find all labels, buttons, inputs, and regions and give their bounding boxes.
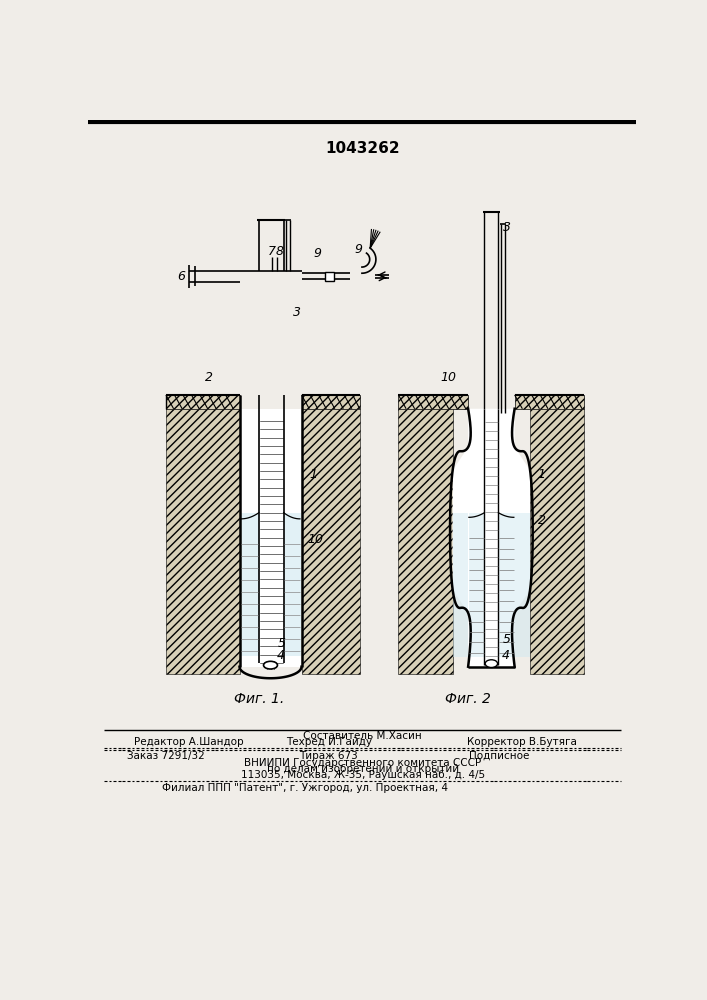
Bar [240,513,259,656]
Text: Составитель М.Хасин: Составитель М.Хасин [303,731,422,741]
Bar [166,409,240,674]
Ellipse shape [485,660,498,667]
Text: 8: 8 [276,245,284,258]
Text: 1043262: 1043262 [325,141,400,156]
Text: 6: 6 [177,270,185,283]
Text: Заказ 7291/32: Заказ 7291/32 [127,751,205,761]
Text: 2: 2 [204,371,213,384]
Text: 5: 5 [278,637,286,650]
Bar [301,409,360,674]
Text: 5: 5 [503,633,511,646]
Text: 9: 9 [354,243,362,256]
Bar [499,513,515,657]
Ellipse shape [264,661,277,669]
Bar [515,513,530,657]
Bar [240,409,300,667]
Text: 1: 1 [309,468,317,481]
Text: 10: 10 [440,371,457,384]
Text: 1: 1 [538,468,546,481]
Text: 2: 2 [538,514,546,527]
Bar [301,395,360,409]
Text: Редактор А.Шандор: Редактор А.Шандор [134,737,244,747]
Bar [398,395,468,409]
Text: Тираж 673: Тираж 673 [299,751,358,761]
Bar [453,513,468,657]
Text: 4: 4 [276,649,285,662]
Text: 3: 3 [503,221,511,234]
Bar [166,395,240,409]
Text: 4: 4 [501,649,509,662]
Text: Фиг. 2: Фиг. 2 [445,692,491,706]
Text: Фиг. 1.: Фиг. 1. [234,692,284,706]
Text: 9: 9 [313,247,321,260]
Text: 3: 3 [293,306,301,319]
Text: 113035, Москва, Ж-35, Раушская наб., д. 4/5: 113035, Москва, Ж-35, Раушская наб., д. … [240,770,485,780]
Text: Подписное: Подписное [469,751,530,761]
Text: Филиал ППП "Патент", г. Ужгород, ул. Проектная, 4: Филиал ППП "Патент", г. Ужгород, ул. Про… [163,783,448,793]
Text: Техред И.Гайду: Техред И.Гайду [286,737,372,747]
Bar [398,409,452,674]
Polygon shape [452,409,530,667]
Text: Корректор В.Бутяга: Корректор В.Бутяга [467,737,578,747]
Bar [325,272,334,281]
Text: ВНИИПИ Государственного комитета СССР: ВНИИПИ Государственного комитета СССР [244,758,481,768]
Bar [515,395,585,409]
Text: 10: 10 [308,533,323,546]
Text: по делам изобретений и открытий: по делам изобретений и открытий [267,764,459,774]
Bar [469,513,484,657]
Bar [530,409,585,674]
Bar [284,513,300,656]
Text: 7: 7 [268,245,276,258]
